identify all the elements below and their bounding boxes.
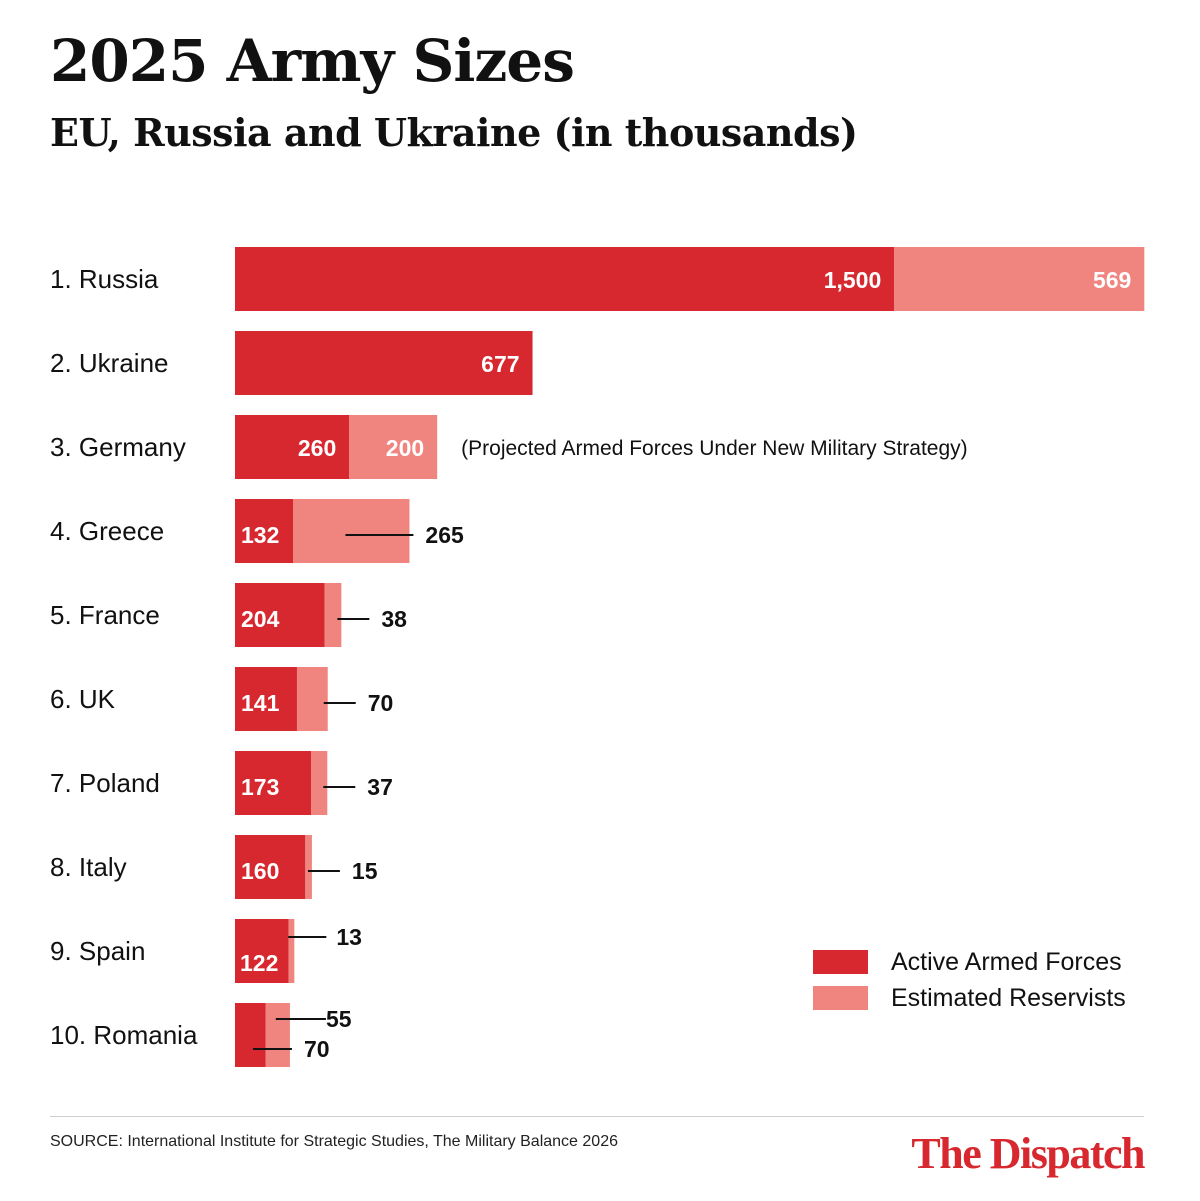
data-label-active: 173: [241, 774, 279, 800]
bar-reserve: [349, 415, 438, 479]
bar-reserve: [265, 1003, 290, 1067]
bar-reserve: [305, 835, 312, 899]
bar-reserve: [311, 751, 328, 815]
data-label-active: 160: [241, 858, 279, 884]
legend-label-reserve: Estimated Reservists: [891, 984, 1126, 1012]
data-label-active: 122: [240, 950, 278, 976]
category-label: 3. Germany: [50, 432, 186, 462]
data-label-reserve: 265: [425, 522, 464, 548]
brand-logo: The Dispatch: [911, 1129, 1145, 1178]
bar-chart: 1. Russia 1,500 569 2. Ukraine 677 3. Germany…: [50, 247, 1145, 1067]
bar-reserve: [293, 499, 410, 563]
bar-active: [235, 499, 294, 563]
data-label-active: 260: [298, 435, 336, 461]
bar-active: [235, 667, 297, 731]
data-label-reserve: 15: [352, 858, 378, 884]
bar-active: [235, 1003, 266, 1067]
category-label: 4. Greece: [50, 516, 164, 546]
data-label-active: 132: [241, 522, 279, 548]
bar-active: [235, 919, 289, 983]
data-label-active: 677: [481, 351, 519, 377]
chart-subtitle: EU, Russia and Ukraine (in thousands): [50, 110, 858, 155]
data-label-reserve: 70: [368, 690, 394, 716]
data-label-reserve: 38: [381, 606, 407, 632]
bar-reserve: [288, 919, 295, 983]
category-label: 2. Ukraine: [50, 348, 169, 378]
category-label: 10. Romania: [50, 1020, 198, 1050]
source-note: SOURCE: International Institute for Stra…: [50, 1133, 618, 1150]
category-label: 7. Poland: [50, 768, 160, 798]
bar-active: [235, 415, 350, 479]
data-label-reserve: 569: [1093, 267, 1131, 293]
data-label-reserve: 55: [326, 1006, 352, 1032]
category-label: 5. France: [50, 600, 160, 630]
data-label-active: 141: [241, 690, 280, 716]
category-label: 9. Spain: [50, 936, 145, 966]
footer-divider: [50, 1116, 1144, 1117]
chart-title: 2025 Army Sizes: [50, 27, 575, 95]
data-label-active: 70: [304, 1036, 330, 1062]
annotation-note: (Projected Armed Forces Under New Milita…: [461, 437, 968, 460]
data-label-active: 204: [241, 606, 280, 632]
category-label: 8. Italy: [50, 852, 127, 882]
data-label-reserve: 200: [386, 435, 424, 461]
data-label-reserve: 37: [367, 774, 393, 800]
data-label-reserve: 13: [336, 924, 362, 950]
bar-active: [235, 247, 895, 311]
legend-swatch-active: [813, 950, 868, 974]
category-label: 6. UK: [50, 684, 116, 714]
bar-reserve: [324, 583, 342, 647]
bar-active: [235, 751, 312, 815]
data-label-active: 1,500: [824, 267, 882, 293]
bar-reserve: [894, 247, 1145, 311]
bar-reserve: [296, 667, 328, 731]
legend-label-active: Active Armed Forces: [891, 948, 1122, 976]
legend-swatch-reserve: [813, 986, 868, 1010]
bar-active: [235, 835, 306, 899]
bar-active: [235, 583, 325, 647]
category-label: 1. Russia: [50, 264, 159, 294]
bar-active: [235, 331, 533, 395]
